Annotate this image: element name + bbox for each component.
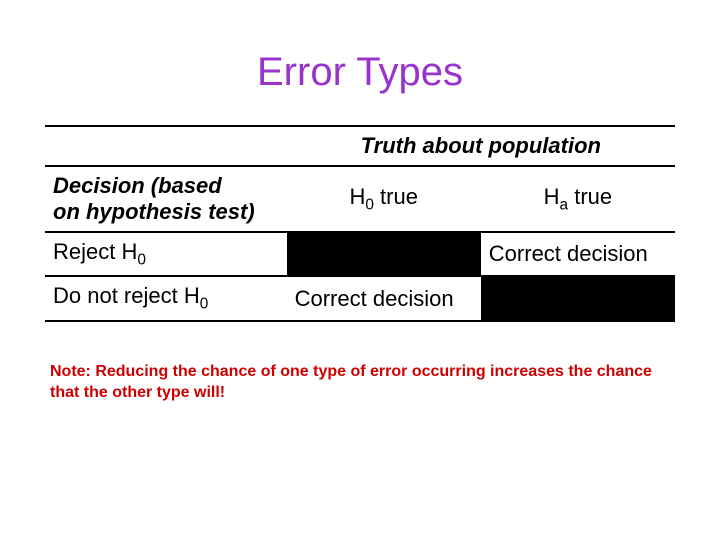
cell-correct-noreject-h0: Correct decision <box>287 276 481 320</box>
row-noreject-sub: 0 <box>200 296 209 313</box>
col-h0-pre: H <box>349 184 365 209</box>
row-reject-pre: Reject H <box>53 239 137 264</box>
decision-header-line1: Decision (based <box>53 173 222 198</box>
row-noreject-h0: Do not reject H0 <box>45 276 287 320</box>
col-ha-post: true <box>568 184 612 209</box>
page-title: Error Types <box>0 0 720 125</box>
row-reject-sub: 0 <box>137 251 146 268</box>
col-ha-true: Ha true <box>481 166 675 232</box>
col-h0-true: H0 true <box>287 166 481 232</box>
cell-type1-error: Type I error <box>287 232 481 276</box>
cell-type2-error: Type II error <box>481 276 675 320</box>
cell-correct-reject-ha: Correct decision <box>481 232 675 276</box>
decision-header-line2: on hypothesis test) <box>53 199 255 224</box>
footnote: Note: Reducing the chance of one type of… <box>50 362 670 404</box>
row-noreject-pre: Do not reject H <box>53 283 200 308</box>
table-empty-header <box>45 126 287 166</box>
col-ha-sub: a <box>560 196 569 213</box>
col-h0-post: true <box>374 184 418 209</box>
decision-header: Decision (based on hypothesis test) <box>45 166 287 232</box>
col-ha-pre: H <box>544 184 560 209</box>
row-reject-h0: Reject H0 <box>45 232 287 276</box>
truth-header: Truth about population <box>287 126 675 166</box>
col-h0-sub: 0 <box>365 196 374 213</box>
error-types-table: Truth about population Decision (based o… <box>45 125 675 322</box>
